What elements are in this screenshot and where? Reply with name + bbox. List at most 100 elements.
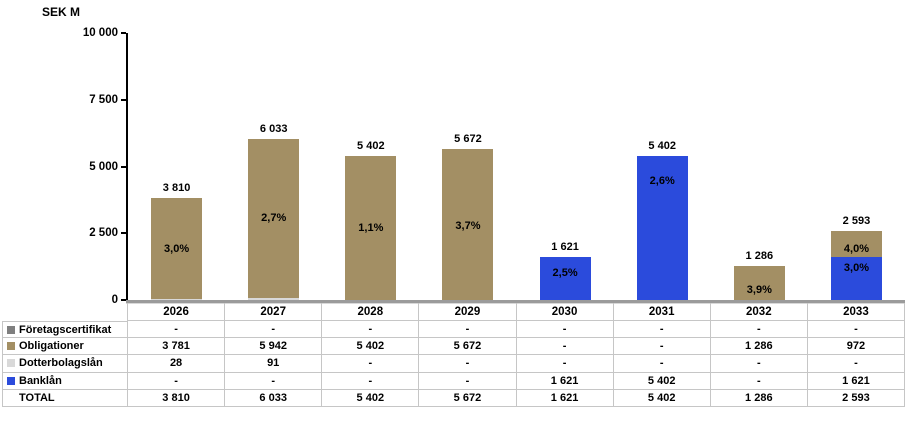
table-row-label-text: Företagscertifikat xyxy=(19,323,112,336)
table-value-cell: 1 286 xyxy=(710,338,808,356)
y-axis-tick-mark xyxy=(121,32,126,34)
table-row-label-text: Dotterbolagslån xyxy=(19,357,103,370)
bar-percent-label: 3,0% xyxy=(164,242,190,255)
y-axis-tick-mark xyxy=(121,165,126,168)
bar-segment-obligationer xyxy=(830,230,882,257)
table-row-label-total: TOTAL xyxy=(2,389,128,407)
table-row-label-text: Obligationer xyxy=(19,340,84,353)
table-value-cell: - xyxy=(807,355,905,373)
bar-percent-label: 2,6% xyxy=(649,174,675,187)
table-value-cell: - xyxy=(419,321,517,339)
table-value-cell: 5 672 xyxy=(419,338,517,356)
table-value-cell: - xyxy=(225,321,323,339)
table-value-cell: - xyxy=(419,372,517,390)
bar-segment-banklån xyxy=(636,155,688,300)
bar-percent-label: 4,0% xyxy=(843,242,869,255)
bar-total-label: 1 286 xyxy=(745,249,774,262)
table-value-cell: 5 402 xyxy=(322,338,420,356)
bar-segment-banklån xyxy=(539,256,591,300)
y-axis-tick-mark xyxy=(121,232,126,235)
legend-swatch-obligationer xyxy=(7,342,15,351)
table-value-cell: - xyxy=(225,372,323,390)
table-value-cell: 1 621 xyxy=(516,389,614,407)
table-value-cell: 1 621 xyxy=(516,372,614,390)
table-corner-cell xyxy=(2,303,128,321)
table-year-header: 2027 xyxy=(225,303,323,321)
table-value-cell: - xyxy=(613,321,711,339)
y-axis-tick-label: 7 500 xyxy=(89,93,118,106)
table-value-cell: - xyxy=(322,355,420,373)
table-year-header: 2031 xyxy=(613,303,711,321)
legend-swatch-dotterbolagslån xyxy=(7,359,15,368)
table-value-cell: - xyxy=(613,338,711,356)
bar-total-label: 1 621 xyxy=(551,240,579,253)
table-value-cell: - xyxy=(322,372,420,390)
table-row-label-text: TOTAL xyxy=(19,391,55,404)
bar-total-label: 3 810 xyxy=(162,182,191,195)
table-year-header: 2029 xyxy=(419,303,517,321)
table-value-cell: 972 xyxy=(807,338,905,356)
y-axis-unit-label: SEK M xyxy=(42,5,81,19)
table-year-header: 2032 xyxy=(710,303,808,321)
table-value-cell: 6 033 xyxy=(225,389,323,407)
y-axis-line xyxy=(126,33,128,302)
table-value-cell: 5 402 xyxy=(613,372,711,390)
y-axis-tick-label: 0 xyxy=(111,294,118,306)
table-year-header: 2028 xyxy=(322,303,420,321)
bar-percent-label: 3,7% xyxy=(455,220,481,233)
table-value-cell: - xyxy=(322,321,420,339)
bar-percent-label: 3,9% xyxy=(746,283,772,296)
table-value-cell: - xyxy=(516,338,614,356)
bar-percent-label: 2,7% xyxy=(261,212,287,225)
table-row-label-företagscertifikat: Företagscertifikat xyxy=(2,321,128,339)
bar-segment-dotterbolagslån xyxy=(248,297,300,300)
table-value-cell: - xyxy=(807,321,905,339)
y-axis-tick-mark xyxy=(121,98,126,101)
table-value-cell: - xyxy=(516,321,614,339)
bar-segment-obligationer xyxy=(151,198,203,300)
bar-segment-banklån xyxy=(830,256,882,300)
table-value-cell: 1 286 xyxy=(710,389,808,407)
bar-total-label: 5 402 xyxy=(648,139,676,152)
table-row-label-obligationer: Obligationer xyxy=(2,338,128,356)
table-year-header: 2030 xyxy=(516,303,614,321)
bar-total-label: 2 593 xyxy=(842,214,871,227)
table-value-cell: 5 402 xyxy=(613,389,711,407)
table-value-cell: 5 402 xyxy=(322,389,420,407)
table-value-cell: - xyxy=(419,355,517,373)
legend-swatch-banklån xyxy=(7,376,15,385)
legend-swatch-företagscertifikat xyxy=(7,325,15,334)
table-value-cell: - xyxy=(710,355,808,373)
table-value-cell: 3 810 xyxy=(128,389,226,407)
bar-segment-obligationer xyxy=(248,138,300,298)
table-value-cell: 5 942 xyxy=(225,338,323,356)
bar-percent-label: 2,5% xyxy=(552,267,578,280)
bar-total-label: 5 402 xyxy=(357,139,385,152)
table-value-cell: 91 xyxy=(225,355,323,373)
y-axis-tick-label: 10 000 xyxy=(82,27,118,39)
y-axis-tick-label: 2 500 xyxy=(89,227,118,240)
table-value-cell: - xyxy=(128,372,226,390)
table-value-cell: 1 621 xyxy=(807,372,905,390)
bar-segment-obligationer xyxy=(733,265,785,300)
bar-segment-obligationer xyxy=(345,155,397,300)
table-year-header: 2033 xyxy=(807,303,905,321)
bar-total-label: 5 672 xyxy=(454,132,482,145)
bar-segment-dotterbolagslån xyxy=(151,299,203,300)
maturity-table: 2026 2027 2028 2029 2030 2031 2032 2033 Företags… xyxy=(2,303,905,407)
table-value-cell: - xyxy=(613,355,711,373)
table-value-cell: - xyxy=(710,372,808,390)
table-row-label-banklån: Banklån xyxy=(2,372,128,390)
table-value-cell: - xyxy=(710,321,808,339)
y-axis-tick-mark xyxy=(121,299,126,301)
table-value-cell: - xyxy=(516,355,614,373)
bar-percent-label: 3,0% xyxy=(843,262,869,275)
table-value-cell: 5 672 xyxy=(419,389,517,407)
table-row-label-text: Banklån xyxy=(19,374,62,387)
y-axis-tick-label: 5 000 xyxy=(89,160,118,173)
table-row-label-dotterbolagslån: Dotterbolagslån xyxy=(2,355,128,373)
table-value-cell: 2 593 xyxy=(807,389,905,407)
table-value-cell: - xyxy=(128,321,226,339)
table-year-header: 2026 xyxy=(128,303,226,321)
